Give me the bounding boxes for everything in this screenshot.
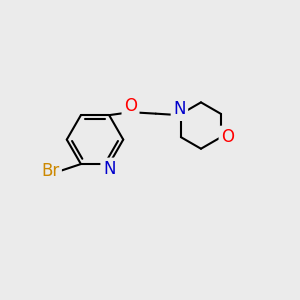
Text: O: O [124, 97, 137, 115]
Text: O: O [221, 128, 234, 146]
Text: Br: Br [41, 163, 59, 181]
Text: N: N [173, 100, 186, 118]
Text: N: N [103, 160, 116, 178]
